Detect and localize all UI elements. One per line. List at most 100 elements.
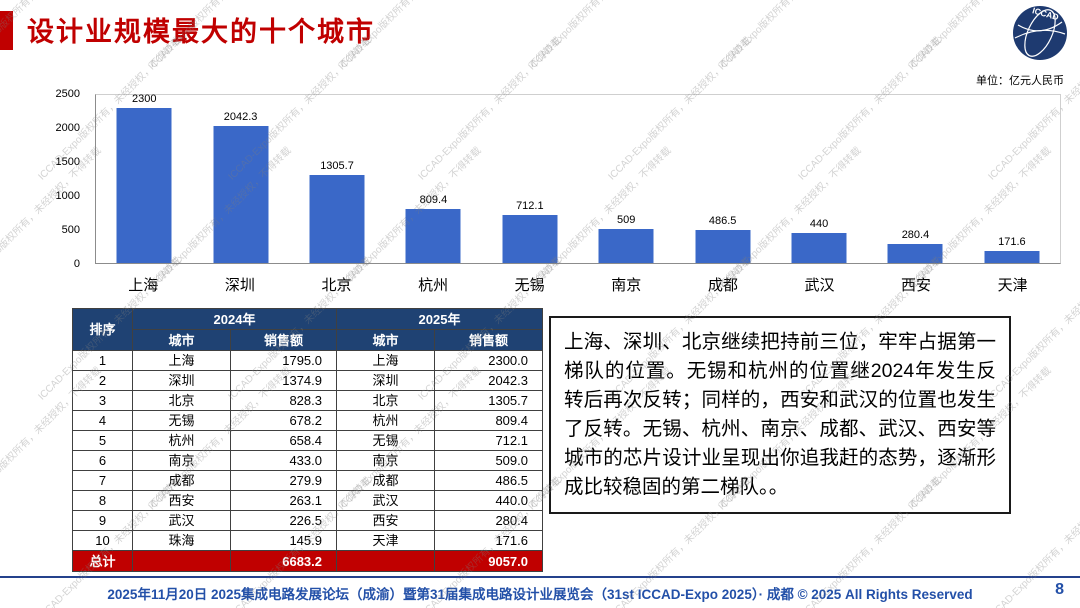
iccad-logo: ICCAD — [1010, 3, 1070, 63]
table-row: 1 上海 1795.0 上海 2300.0 — [72, 350, 543, 371]
bar-value-label: 1305.7 — [320, 160, 354, 173]
bar-value-label: 712.1 — [516, 200, 544, 213]
y-tick-label: 0 — [73, 258, 80, 270]
table-cell: 1 — [72, 350, 133, 371]
table-cell: 成都 — [336, 470, 435, 491]
x-axis-labels: 上海 深圳 北京 杭州 无锡 南京 成都 武汉 西安 天津 — [95, 274, 1061, 295]
table-cell: 上海 — [132, 350, 231, 371]
bar-group: 1305.7 — [289, 95, 385, 263]
x-axis-label: 西安 — [901, 277, 932, 294]
watermark-text: ICCAD-Expo版权所有，未经授权，不得转载 — [714, 0, 863, 73]
bar-value-label: 809.4 — [419, 193, 448, 206]
table-cell: 深圳 — [336, 370, 435, 391]
table-row: 3 北京 828.3 北京 1305.7 — [72, 390, 543, 411]
table-cell: 658.4 — [230, 430, 337, 451]
bar-group: 2300 — [96, 93, 192, 263]
x-axis-label: 天津 — [997, 277, 1028, 294]
table-cell: 280.4 — [434, 510, 543, 531]
table-cell: 171.6 — [434, 530, 543, 551]
bar-8 — [791, 233, 847, 263]
bar-value-label: 2042.3 — [223, 110, 258, 123]
y-tick-label: 500 — [61, 224, 80, 236]
bar-value-label: 171.6 — [998, 236, 1026, 249]
table-cell: 南京 — [336, 450, 435, 471]
footer-text: 2025年11月20日 2025集成电路发展论坛（成渝）暨第31届集成电路设计业… — [107, 587, 973, 602]
table-cell: 678.2 — [230, 410, 337, 431]
table-cell: 北京 — [132, 390, 231, 411]
table-row: 10 珠海 145.9 天津 171.6 — [72, 530, 543, 551]
page-title: 设计业规模最大的十个城市 — [27, 17, 375, 47]
table-cell: 珠海 — [132, 530, 231, 551]
x-axis-label: 杭州 — [418, 277, 449, 294]
table-header: 排序 2024年 2025年 城市 销售额 城市 销售额 — [72, 308, 543, 351]
total-label: 总计 — [72, 550, 133, 572]
bar-group: 2042.3 — [192, 95, 288, 263]
subheader-city-2025: 城市 — [336, 329, 435, 351]
chart-plot: 2300 2042.3 1305.7 809.4 712.1 509 486.5 440 280… — [95, 93, 1061, 264]
table-cell: 145.9 — [230, 530, 337, 551]
table-cell: 西安 — [132, 490, 231, 511]
total-sales-2025: 9057.0 — [434, 550, 543, 572]
total-row: 总计 6683.2 9057.0 — [72, 550, 543, 572]
table-cell: 上海 — [336, 350, 435, 371]
table-cell: 2 — [72, 370, 133, 391]
total-empty-city-2025 — [336, 550, 435, 572]
y-axis: 2500 2000 1500 1000 500 0 — [30, 88, 86, 270]
table-row: 6 南京 433.0 南京 509.0 — [72, 450, 543, 471]
bar-group: 440 — [771, 95, 867, 263]
header-2025: 2025年 — [336, 308, 543, 330]
bar-group: 509 — [578, 95, 674, 263]
y-tick-label: 2500 — [55, 88, 80, 100]
table-cell: 无锡 — [132, 410, 231, 431]
table-cell: 武汉 — [336, 490, 435, 511]
total-empty-city-2024 — [132, 550, 231, 572]
table-cell: 无锡 — [336, 430, 435, 451]
bar-chart: 2500 2000 1500 1000 500 0 2300 2042.3 1305.7 809… — [0, 86, 1080, 306]
bar-10 — [984, 251, 1040, 263]
bar-group: 712.1 — [482, 95, 578, 263]
table-cell: 1795.0 — [230, 350, 337, 371]
table-cell: 433.0 — [230, 450, 337, 471]
iccad-logo-graphic: ICCAD — [1013, 5, 1067, 60]
table-cell: 226.5 — [230, 510, 337, 531]
table-cell: 武汉 — [132, 510, 231, 531]
table-cell: 南京 — [132, 450, 231, 471]
table-cell: 1305.7 — [434, 390, 543, 411]
x-axis-label: 南京 — [611, 277, 642, 294]
bar-group: 280.4 — [867, 95, 963, 263]
table-cell: 9 — [72, 510, 133, 531]
table-cell: 486.5 — [434, 470, 543, 491]
table-cell: 440.0 — [434, 490, 543, 511]
x-axis-label: 武汉 — [804, 277, 835, 294]
table-cell: 8 — [72, 490, 133, 511]
table-cell: 7 — [72, 470, 133, 491]
bar-group: 486.5 — [674, 95, 770, 263]
table-cell: 3 — [72, 390, 133, 411]
bar-value-label: 486.5 — [708, 215, 737, 228]
x-axis-label: 无锡 — [514, 277, 545, 294]
table-row: 2 深圳 1374.9 深圳 2042.3 — [72, 370, 543, 391]
table-cell: 279.9 — [230, 470, 337, 491]
x-axis-label: 深圳 — [224, 277, 255, 294]
table-body: 1 上海 1795.0 上海 2300.0 2 深圳 1374.9 深圳 2042.3 3 北京 828… — [72, 350, 543, 551]
bar-4 — [405, 208, 461, 263]
table-row: 7 成都 279.9 成都 486.5 — [72, 470, 543, 491]
table-cell: 2042.3 — [434, 370, 543, 391]
unit-label: 单位：亿元人民币 — [976, 75, 1064, 87]
bar-group: 809.4 — [385, 95, 481, 263]
y-tick-label: 2000 — [55, 122, 80, 134]
table-cell: 深圳 — [132, 370, 231, 391]
header-2024: 2024年 — [132, 308, 337, 330]
table-cell: 6 — [72, 450, 133, 471]
bar-7 — [695, 230, 751, 263]
table-cell: 北京 — [336, 390, 435, 411]
x-axis-label: 成都 — [707, 277, 738, 294]
table-cell: 509.0 — [434, 450, 543, 471]
page-number: 8 — [1055, 581, 1064, 598]
table-cell: 712.1 — [434, 430, 543, 451]
table-cell: 西安 — [336, 510, 435, 531]
subheader-sales-2025: 销售额 — [434, 329, 543, 351]
table-cell: 809.4 — [434, 410, 543, 431]
watermark-text: ICCAD-Expo版权所有，未经授权，不得转载 — [524, 0, 673, 73]
